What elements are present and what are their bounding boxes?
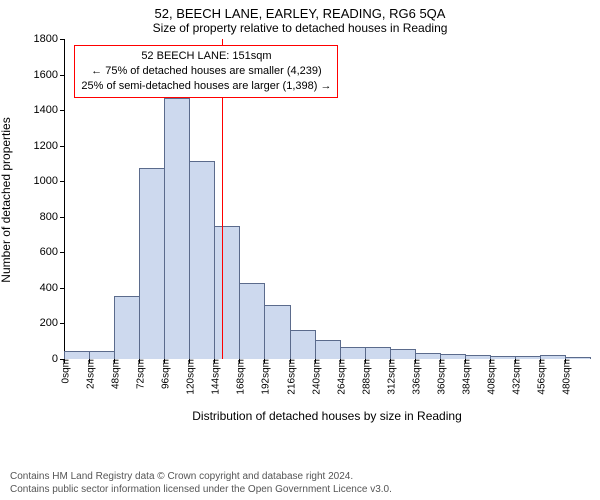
x-tick-mark — [64, 359, 65, 363]
x-tick-label: 168sqm — [232, 359, 247, 395]
histogram-bar — [415, 353, 441, 359]
x-tick-label: 432sqm — [508, 359, 523, 395]
histogram-bar — [565, 357, 591, 359]
x-tick-label: 24sqm — [82, 359, 97, 389]
histogram-bar — [89, 351, 115, 359]
x-tick-mark — [390, 359, 391, 363]
x-tick-mark — [515, 359, 516, 363]
histogram-bar — [340, 347, 366, 359]
x-tick-label: 312sqm — [382, 359, 397, 395]
x-tick-label: 264sqm — [332, 359, 347, 395]
y-axis-label: Number of detached properties — [0, 117, 13, 282]
x-tick-label: 384sqm — [457, 359, 472, 395]
x-tick-mark — [89, 359, 90, 363]
histogram-bar — [465, 355, 491, 359]
x-tick-label: 96sqm — [157, 359, 172, 389]
histogram-bar — [214, 226, 240, 359]
attribution-footer: Contains HM Land Registry data © Crown c… — [10, 471, 590, 496]
y-tick-mark — [60, 252, 64, 253]
x-tick-label: 360sqm — [432, 359, 447, 395]
x-tick-mark — [164, 359, 165, 363]
histogram-bar — [114, 296, 140, 359]
y-tick-mark — [60, 75, 64, 76]
x-tick-mark — [465, 359, 466, 363]
histogram-bar — [390, 349, 416, 359]
histogram-bar — [189, 161, 215, 359]
histogram-bar — [264, 305, 290, 359]
x-tick-label: 144sqm — [207, 359, 222, 395]
x-tick-mark — [264, 359, 265, 363]
x-tick-mark — [340, 359, 341, 363]
x-tick-label: 408sqm — [483, 359, 498, 395]
annotation-line: 52 BEECH LANE: 151sqm — [81, 49, 331, 64]
y-tick-mark — [60, 39, 64, 40]
histogram-bar — [164, 98, 190, 359]
histogram-bar — [490, 356, 516, 359]
annotation-line: ← 75% of detached houses are smaller (4,… — [81, 64, 331, 79]
y-tick-mark — [60, 217, 64, 218]
x-tick-label: 480sqm — [558, 359, 573, 395]
histogram-bar — [515, 356, 541, 359]
footer-line-2: Contains public sector information licen… — [10, 484, 590, 497]
y-tick-mark — [60, 323, 64, 324]
histogram-bar — [365, 347, 391, 359]
histogram-bar — [540, 355, 566, 359]
x-tick-mark — [290, 359, 291, 363]
x-tick-mark — [114, 359, 115, 363]
chart-subtitle: Size of property relative to detached ho… — [10, 21, 590, 35]
x-tick-label: 456sqm — [533, 359, 548, 395]
x-tick-mark — [139, 359, 140, 363]
histogram-plot: 0200400600800100012001400160018000sqm24s… — [64, 39, 584, 359]
x-axis-label: Distribution of detached houses by size … — [64, 409, 590, 423]
histogram-bar — [239, 283, 265, 359]
x-tick-label: 240sqm — [307, 359, 322, 395]
x-tick-label: 288sqm — [357, 359, 372, 395]
annotation-box: 52 BEECH LANE: 151sqm← 75% of detached h… — [74, 45, 338, 98]
x-tick-label: 336sqm — [407, 359, 422, 395]
x-tick-label: 216sqm — [282, 359, 297, 395]
x-tick-label: 192sqm — [257, 359, 272, 395]
x-tick-label: 48sqm — [107, 359, 122, 389]
x-tick-mark — [415, 359, 416, 363]
x-tick-mark — [239, 359, 240, 363]
histogram-bar — [440, 354, 466, 359]
x-tick-mark — [189, 359, 190, 363]
histogram-bar — [290, 330, 316, 359]
annotation-line: 25% of semi-detached houses are larger (… — [81, 79, 331, 94]
y-tick-mark — [60, 146, 64, 147]
x-tick-mark — [440, 359, 441, 363]
x-tick-mark — [315, 359, 316, 363]
x-tick-mark — [365, 359, 366, 363]
x-tick-mark — [214, 359, 215, 363]
y-axis-line — [64, 39, 65, 359]
x-tick-label: 72sqm — [132, 359, 147, 389]
histogram-bar — [315, 340, 341, 359]
footer-line-1: Contains HM Land Registry data © Crown c… — [10, 471, 590, 484]
chart-title: 52, BEECH LANE, EARLEY, READING, RG6 5QA — [10, 6, 590, 21]
y-tick-mark — [60, 288, 64, 289]
y-tick-mark — [60, 181, 64, 182]
histogram-bar — [139, 168, 165, 359]
y-tick-mark — [60, 110, 64, 111]
histogram-bar — [64, 351, 90, 359]
x-tick-mark — [540, 359, 541, 363]
x-tick-mark — [565, 359, 566, 363]
x-tick-label: 120sqm — [182, 359, 197, 395]
x-tick-mark — [490, 359, 491, 363]
